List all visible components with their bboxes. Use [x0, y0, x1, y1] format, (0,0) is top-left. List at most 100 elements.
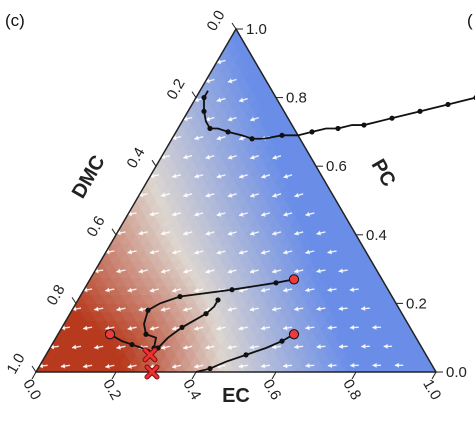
- bottom-tick-label: 0.8: [339, 376, 364, 403]
- vector-field: [38, 59, 404, 369]
- flow-arrowhead: [38, 363, 43, 369]
- flow-arrowhead: [283, 363, 288, 369]
- flow-arrowhead: [205, 230, 211, 236]
- left-tick-mark: [71, 297, 77, 304]
- flow-arrowhead: [216, 135, 222, 141]
- flow-arrowhead: [194, 97, 199, 103]
- trajectory-point: [229, 287, 235, 293]
- axis-title-left: DMC: [68, 152, 110, 202]
- flow-arrowhead: [205, 268, 211, 274]
- heatmap: [36, 29, 436, 372]
- flow-arrowhead: [327, 287, 332, 293]
- flow-arrowhead: [194, 211, 199, 217]
- flow-arrowhead: [338, 306, 343, 312]
- trajectory-point: [389, 115, 395, 121]
- bottom-tick-mark: [191, 371, 197, 380]
- left-tick-mark: [31, 365, 37, 373]
- flow-arrowhead: [239, 211, 244, 217]
- flow-arrowhead: [194, 287, 199, 293]
- flow-arrowhead: [316, 344, 321, 350]
- flow-arrowhead: [94, 268, 99, 274]
- flow-arrowhead: [349, 287, 355, 293]
- trajectory-point: [203, 311, 209, 317]
- flow-arrowhead: [238, 249, 244, 255]
- flow-arrowhead: [249, 344, 255, 350]
- flow-arrowhead: [216, 59, 222, 65]
- flow-arrowhead: [305, 325, 310, 331]
- flow-arrowhead: [116, 230, 121, 236]
- flow-arrowhead: [394, 362, 399, 368]
- trajectory-point: [225, 129, 231, 135]
- start-point: [288, 274, 300, 285]
- bottom-tick-label: 1.0: [419, 376, 444, 403]
- flow-arrowhead: [216, 211, 222, 217]
- bottom-tick-mark: [431, 371, 437, 380]
- bottom-tick-mark: [111, 371, 117, 380]
- flow-arrowhead: [127, 363, 133, 369]
- flow-arrowhead: [172, 211, 177, 217]
- flow-arrowhead: [94, 344, 99, 350]
- flow-arrowhead: [127, 249, 132, 255]
- flow-arrowhead: [105, 249, 110, 255]
- flow-arrowhead: [361, 343, 366, 349]
- flow-arrowhead: [260, 363, 266, 369]
- flow-arrowhead: [383, 343, 388, 349]
- flow-arrowhead: [194, 173, 199, 179]
- left-tick-label: 0.2: [164, 76, 189, 103]
- flow-arrowhead: [350, 325, 355, 331]
- flow-arrowhead: [105, 287, 110, 293]
- next-panel-label: (: [467, 11, 473, 30]
- flow-arrowhead: [194, 325, 199, 331]
- flow-arrowhead: [283, 287, 288, 293]
- flow-arrowhead: [172, 173, 177, 179]
- flow-arrowhead: [250, 154, 255, 160]
- bottom-tick-mark: [271, 371, 277, 380]
- flow-arrowhead: [216, 249, 222, 255]
- flow-arrowhead: [338, 268, 343, 274]
- trajectory-point: [201, 95, 207, 101]
- flow-arrowhead: [127, 325, 133, 331]
- trajectory-point: [335, 125, 341, 132]
- flow-arrowhead: [361, 306, 366, 312]
- flow-arrowhead: [205, 192, 211, 198]
- trajectory-point: [215, 297, 221, 303]
- flow-arrowhead: [127, 211, 132, 217]
- bottom-tick-mark: [31, 371, 37, 380]
- flow-arrowhead: [160, 192, 166, 198]
- flow-arrowhead: [272, 192, 277, 198]
- right-tick-label: 0.6: [326, 158, 347, 175]
- flow-arrowhead: [83, 363, 88, 369]
- flow-arrowhead: [283, 211, 288, 217]
- flow-arrowhead: [183, 344, 188, 350]
- flow-arrowhead: [138, 306, 144, 312]
- flow-arrowhead: [183, 192, 188, 198]
- flow-arrowhead: [216, 325, 221, 331]
- flow-arrowhead: [227, 268, 233, 274]
- flow-arrowhead: [294, 306, 299, 312]
- flow-arrowhead: [83, 325, 88, 331]
- flow-arrowhead: [239, 97, 244, 103]
- flow-arrowhead: [105, 363, 110, 369]
- bottom-tick-label: 0.0: [19, 376, 44, 403]
- flow-arrowhead: [227, 192, 233, 198]
- left-tick-label: 0.0: [204, 7, 229, 34]
- flow-arrowhead: [227, 230, 233, 236]
- flow-arrowhead: [149, 249, 155, 255]
- left-tick-label: 0.6: [84, 213, 109, 240]
- flow-arrowhead: [194, 249, 199, 255]
- end-point: [145, 365, 159, 379]
- flow-arrowhead: [305, 211, 311, 217]
- flow-arrowhead: [316, 306, 321, 312]
- end-points: [142, 347, 160, 380]
- triangle-frame: [34, 27, 438, 373]
- bottom-tick-label: 0.4: [179, 376, 204, 403]
- flow-arrowhead: [149, 211, 155, 217]
- flow-arrowhead: [127, 287, 133, 293]
- flow-arrowhead: [160, 154, 166, 160]
- flow-arrowhead: [116, 344, 121, 350]
- end-point: [143, 348, 157, 362]
- flow-arrowhead: [49, 344, 55, 350]
- flow-arrowhead: [272, 268, 277, 274]
- flow-arrowhead: [172, 325, 177, 331]
